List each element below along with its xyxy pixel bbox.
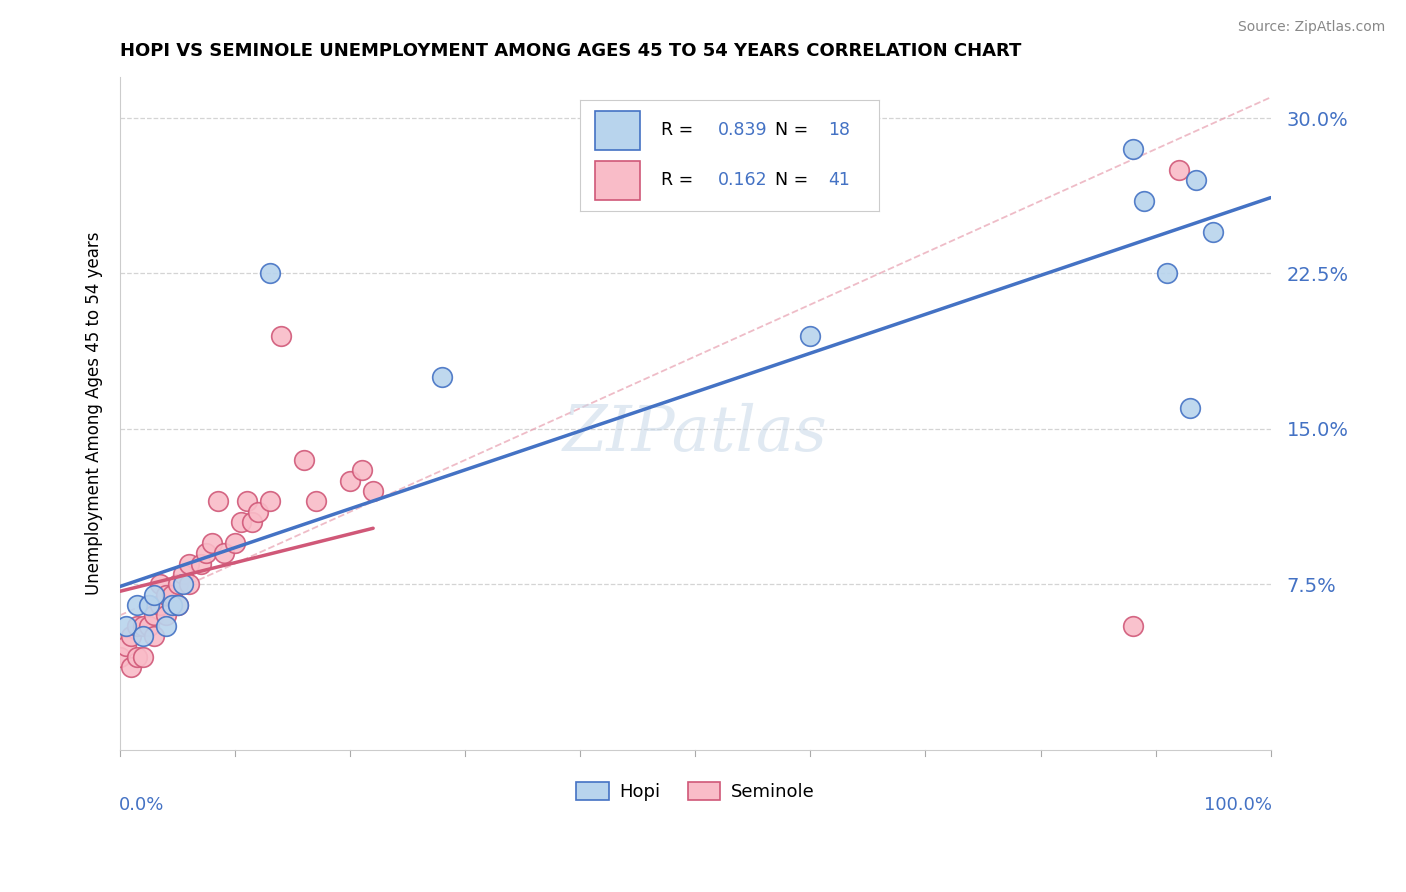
Point [132,618,155,632]
Point [1133,194,1156,208]
Point [132,629,155,643]
Point [149,598,172,612]
Point [212,546,235,560]
Point [127,649,149,664]
Point [240,515,263,529]
Point [155,588,177,602]
Point [160,598,183,612]
Point [361,483,384,498]
Point [121,629,143,643]
Point [114,618,136,632]
Point [224,536,246,550]
Point [799,328,821,343]
Point [1167,162,1189,177]
Point [127,598,149,612]
Point [172,566,194,581]
Point [292,453,315,467]
Point [160,588,183,602]
Text: ZIPatlas: ZIPatlas [562,403,828,465]
Point [247,505,270,519]
Text: Source: ZipAtlas.com: Source: ZipAtlas.com [1237,20,1385,34]
Legend: Hopi, Seminole: Hopi, Seminole [569,774,823,808]
Point [138,618,160,632]
Point [149,577,172,591]
Point [1178,401,1201,416]
Point [114,640,136,654]
Point [270,328,292,343]
Point [177,557,200,571]
Text: 0.0%: 0.0% [120,796,165,814]
Point [304,494,326,508]
Point [143,608,166,623]
Point [143,588,166,602]
Point [1156,267,1178,281]
Point [1122,618,1144,632]
Point [201,536,224,550]
Point [229,515,252,529]
Point [143,629,166,643]
Point [207,494,229,508]
Point [350,463,373,477]
Point [259,267,281,281]
Y-axis label: Unemployment Among Ages 45 to 54 years: Unemployment Among Ages 45 to 54 years [86,232,103,595]
Point [166,598,188,612]
Point [127,618,149,632]
Point [1122,142,1144,156]
Point [430,370,453,384]
Point [235,494,257,508]
Point [138,598,160,612]
Point [166,598,188,612]
Point [155,618,177,632]
Text: HOPI VS SEMINOLE UNEMPLOYMENT AMONG AGES 45 TO 54 YEARS CORRELATION CHART: HOPI VS SEMINOLE UNEMPLOYMENT AMONG AGES… [120,42,1021,60]
Point [1202,225,1225,239]
Point [132,649,155,664]
Point [259,494,281,508]
Point [177,577,200,591]
Point [190,557,212,571]
Point [1185,173,1208,187]
Point [339,474,361,488]
Point [195,546,218,560]
Point [121,660,143,674]
Point [172,577,194,591]
Point [108,649,131,664]
Point [166,577,188,591]
Point [138,598,160,612]
Text: 100.0%: 100.0% [1204,796,1272,814]
Point [155,608,177,623]
